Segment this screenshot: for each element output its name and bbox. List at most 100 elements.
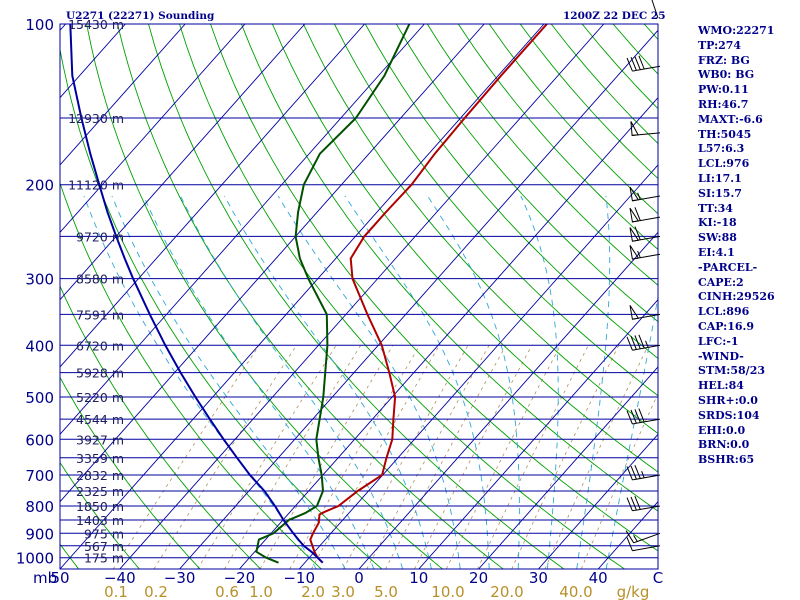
isotherm [60,24,425,436]
wind-barb-feather [638,55,645,70]
wind-barb-feather [626,537,633,551]
dry-adiabat [179,24,625,569]
index-line: WMO:22271 [698,24,775,37]
wind-barb-feather [630,465,637,480]
moist-adiabat [520,195,559,569]
mixing-ratio-line [580,392,658,569]
wind-barb-staff [632,545,661,552]
dry-adiabat [60,376,201,569]
wind-barb-feather [634,226,641,241]
mixing-ratio-line [112,345,260,569]
height-label: 567 m [84,539,124,554]
isotherm [418,298,658,569]
height-label: 5928 m [76,366,124,381]
wind-barb-staff [632,505,661,512]
wind-barb-flag [629,207,640,223]
wind-barb [626,496,661,512]
index-line: FRZ: BG [698,53,750,67]
isotherm [179,29,658,569]
height-label: 2325 m [76,484,124,499]
wind-barb-flag [629,305,640,320]
wind-barb-feather [626,57,633,72]
isotherm [60,24,545,569]
wind-barb-half-feather [637,250,641,258]
isotherm [298,164,658,569]
wind-barb [629,305,661,320]
dry-adiabat [117,24,504,569]
height-label: 4544 m [76,412,124,427]
temperature-tick-label: 0 [354,569,364,587]
mixing-ratio-tick-label: 10.0 [431,583,464,600]
mixing-ratio-tick-label: 0.6 [215,583,239,600]
indices-panel: WMO:22271 TP:274 FRZ: BG WB0: BG PW:0.11 RH:4… [698,24,798,468]
mixing-ratio-line [153,345,297,569]
valid-time: 1200Z 22 DEC 25 [563,10,666,22]
temperature-tick-label: −10 [283,569,315,587]
moist-adiabat [344,195,490,569]
moist-adiabat [605,293,658,569]
index-line: SHR+:0.0 [698,393,758,407]
wind-barb-feather [626,497,633,511]
index-line: LFC:-1 [698,334,739,348]
index-line: LI:17.1 [698,171,742,185]
temperature-tick-label: 20 [469,569,488,587]
index-line: SW:88 [698,231,737,245]
mixing-ratio-tick-label: 20.0 [490,583,523,600]
index-line: SI:15.7 [698,186,742,200]
mixing-ratio-line [385,345,507,569]
wind-barb-feather [634,465,641,479]
isotherm [60,24,306,301]
temperature-tick-label: −40 [104,569,136,587]
mixing-ratio-line [259,345,394,569]
index-line: LCL:896 [698,305,750,319]
dry-adiabat [426,24,658,286]
temperature-tick-label: 50 [50,569,69,587]
index-line: BSHR:65 [698,453,755,467]
wind-barb-staff [632,474,661,481]
wind-barb-feather [626,410,633,425]
index-line: HEL:84 [698,379,744,393]
height-label: 1403 m [76,513,124,528]
dry-adiabat [60,285,261,569]
plot-frame [59,23,659,570]
wind-barb-staff [632,418,661,425]
index-line: WB0: BG [698,68,755,82]
isotherm [60,24,246,233]
wind-barb-feather [634,335,641,349]
chart-title: U2271 (22271) Sounding [66,10,215,22]
dry-adiabat [60,461,140,569]
isotherm [60,24,485,503]
isotherm [119,24,605,569]
height-label: 975 m [84,526,124,541]
pressure-tick-label: 600 [25,431,54,449]
pressure-tick-label: 200 [25,177,54,195]
index-line: TP:274 [698,38,742,52]
isotherm [60,24,66,31]
wind-barb [629,245,661,260]
mixing-ratio-line [544,345,649,569]
index-line: -PARCEL- [698,260,758,274]
index-line: PW:0.11 [698,83,749,97]
isotherm [60,24,186,166]
wind-barb [626,537,661,552]
mixing-ratio-tick-label: 2.0 [301,583,325,600]
mixing-ratio-line [342,345,469,569]
height-label: 7591 m [76,307,124,322]
wind-barb-flag [629,245,640,260]
moist-adiabat [111,195,346,569]
wind-barb-feather [634,56,641,70]
height-label: 1850 m [76,499,124,514]
wind-barb [630,121,661,136]
wind-barb-feather [630,409,637,424]
wind-barb-staff [633,532,661,544]
wind-barb-feather [638,408,645,423]
wind-barb-feather [626,466,633,481]
isotherm [60,24,365,368]
dry-adiabat [302,24,658,435]
index-line: TT:34 [698,201,733,215]
dry-adiabat [148,24,565,569]
index-line: RH:46.7 [698,97,749,111]
mixing-ratio-line [366,345,490,569]
wind-barb [629,186,661,202]
